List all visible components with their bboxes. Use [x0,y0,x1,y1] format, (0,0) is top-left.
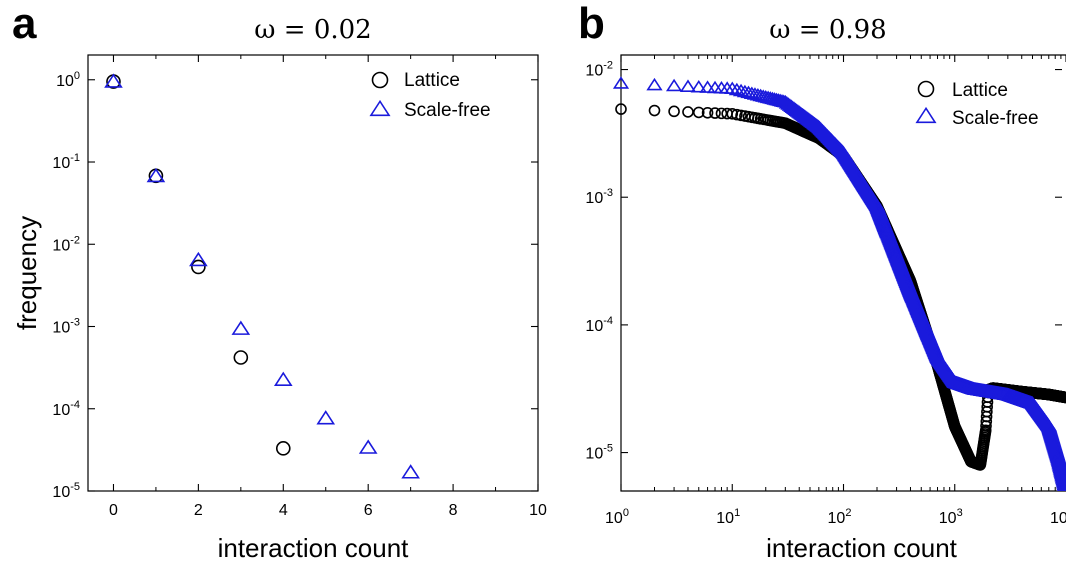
data-point-lattice [275,441,291,456]
y-tick-label: 10-4 [52,399,80,419]
legend-label: Lattice [952,80,1008,101]
data-point-scale-free [358,439,378,454]
data-point-scale-free [231,320,251,335]
panel-a-title: ω = 0.02 [254,15,371,45]
data-point-lattice [701,106,714,119]
x-tick-label: 10 [529,502,547,519]
data-point-scale-free [104,73,123,88]
legend-marker-scale-free [915,106,937,124]
x-tick-label: 2 [194,502,203,519]
panel-a-letter: a [12,0,37,48]
data-point-scale-free [665,78,683,92]
panel-b-letter: b [578,0,605,48]
panel-a-x-axis-label: interaction count [218,533,410,563]
x-tick-label: 102 [828,507,852,527]
x-tick-label: 101 [716,507,740,527]
data-point-scale-free [728,82,745,96]
panel-b-data [613,76,1066,491]
y-tick-label: 100 [56,70,80,90]
data-point-scale-free [679,79,697,92]
data-point-lattice [648,104,661,117]
data-point-scale-free [273,371,293,387]
x-tick-label: 4 [279,502,288,519]
panel-b-title: ω = 0.98 [769,15,886,45]
panel-a-y-axis-label: frequency [12,216,42,330]
data-point-lattice [233,350,249,365]
data-point-scale-free [699,80,716,93]
data-point-scale-free [613,76,630,89]
panel-b: b ω = 0.98 100 101 102 103 104 10-5 10-4 10-3 10-2… [578,0,1066,563]
data-point-scale-free [316,410,336,425]
data-point-scale-free [1056,477,1066,490]
data-point-scale-free [732,83,750,97]
legend-marker-lattice [917,80,935,98]
panel-a: a ω = 0.02 0 2 4 6 8 10 10-5 10-4 10-3 10-2 10-1 100 i… [12,0,547,563]
x-tick-label: 104 [1050,507,1066,527]
data-point-scale-free [736,84,754,98]
x-tick-label: 6 [364,502,373,519]
data-point-scale-free [189,251,208,267]
legend-marker-lattice [371,71,389,89]
data-point-lattice [692,106,705,119]
data-point-lattice [726,108,739,120]
y-tick-label: 10-2 [52,234,80,254]
y-tick-label: 10-5 [52,481,80,501]
x-tick-label: 103 [939,507,963,527]
y-tick-label: 10-2 [585,60,613,80]
y-tick-label: 10-3 [585,187,613,207]
x-tick-label: 8 [449,502,458,519]
legend-label: Lattice [404,70,460,91]
data-point-scale-free [690,79,707,93]
data-point-lattice [668,105,680,118]
y-tick-label: 10-3 [52,317,80,337]
legend-label: Scale-free [404,100,491,121]
legend-marker-scale-free [369,99,391,117]
data-point-lattice [731,108,743,121]
data-point-scale-free [1056,476,1066,489]
y-tick-label: 10-1 [52,152,80,172]
data-point-scale-free [401,464,420,479]
data-point-lattice [682,106,694,118]
legend-label: Scale-free [952,108,1039,129]
data-point-scale-free [724,81,741,95]
data-point-lattice [191,259,206,275]
panel-b-x-axis-label: interaction count [766,533,958,563]
data-point-scale-free [646,77,663,91]
data-point-scale-free [146,167,166,183]
x-tick-label: 0 [109,502,118,519]
data-point-lattice [979,424,992,437]
data-point-lattice [615,103,627,115]
y-tick-label: 10-4 [585,315,613,335]
data-point-scale-free [1057,479,1066,491]
x-tick-label: 100 [605,507,629,527]
y-tick-label: 10-5 [585,443,613,463]
data-point-scale-free [1059,481,1066,491]
data-point-scale-free [1056,478,1066,491]
data-point-scale-free [1060,482,1066,491]
panel-a-plot-frame [87,54,539,492]
data-point-lattice [709,107,721,119]
